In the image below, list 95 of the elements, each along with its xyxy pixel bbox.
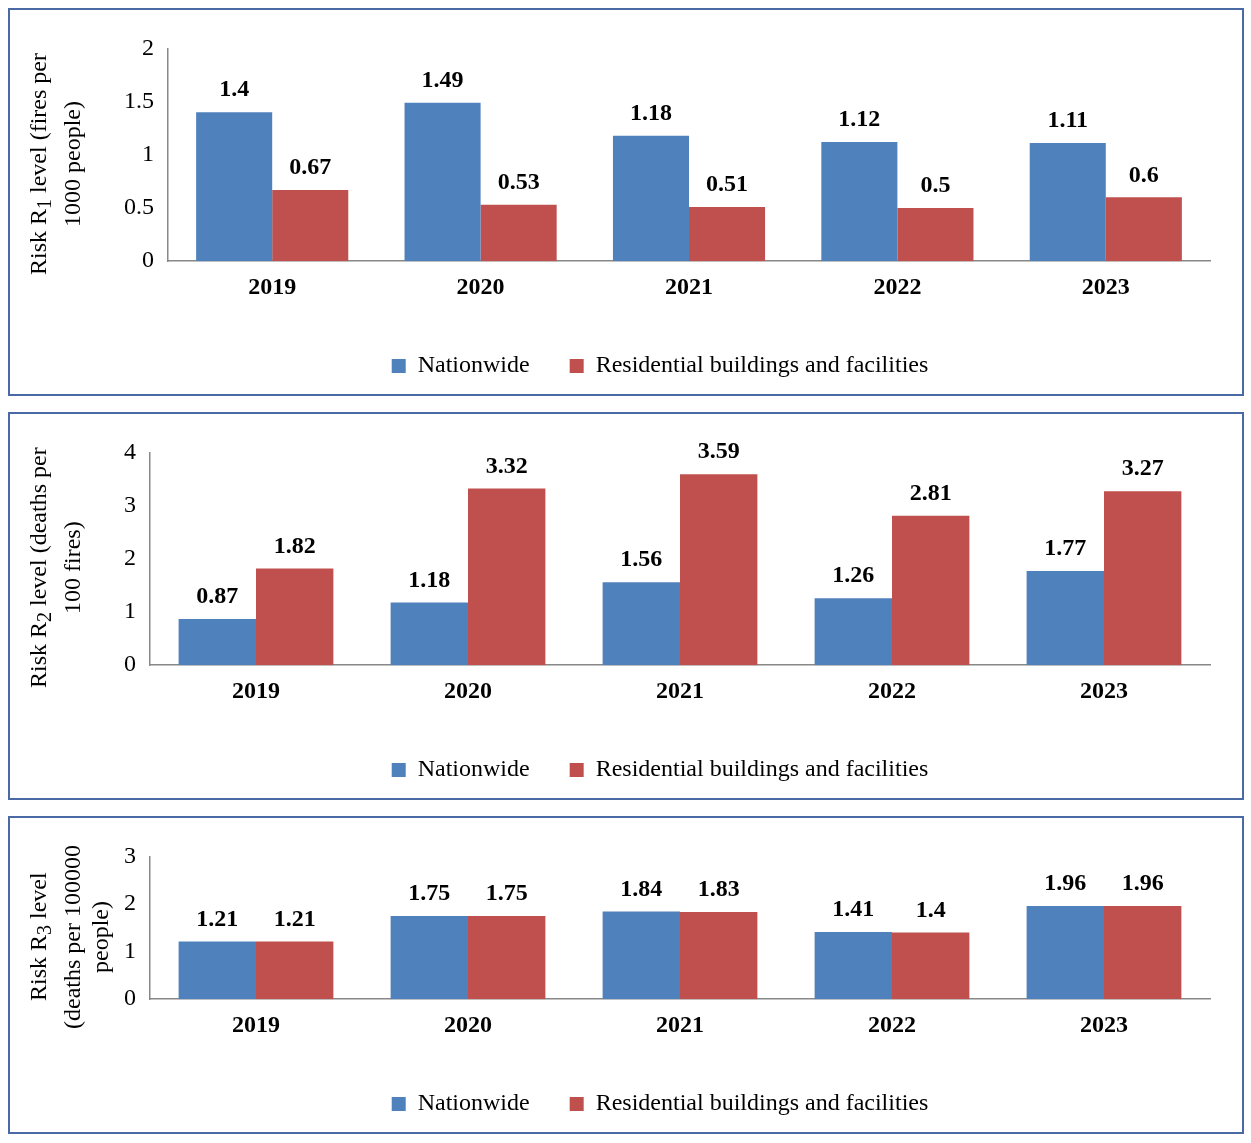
- data-label: 1.96: [1121, 869, 1164, 896]
- data-label: 1.11: [1047, 106, 1089, 133]
- legend-label: Nationwide: [417, 351, 530, 378]
- x-tick-label: 2022: [868, 676, 916, 703]
- bar: [612, 135, 689, 262]
- data-label: 1.75: [408, 879, 451, 906]
- bar: [814, 932, 892, 1000]
- data-label: 1.77: [1044, 534, 1087, 561]
- bar: [1029, 143, 1106, 262]
- bar: [892, 515, 970, 666]
- data-label: 1.18: [408, 565, 451, 592]
- data-label: 1.26: [832, 561, 875, 588]
- bar: [272, 189, 349, 262]
- data-label: 1.4: [219, 75, 250, 102]
- data-label: 1.49: [421, 65, 464, 92]
- y-tick-label: 4: [124, 437, 136, 464]
- data-label: 1.84: [620, 874, 663, 901]
- data-label: 1.21: [196, 904, 239, 931]
- x-tick-label: 2023: [1081, 272, 1130, 299]
- y-tick-label: 2: [124, 544, 136, 571]
- data-label: 1.12: [838, 105, 881, 132]
- data-label: 0.6: [1128, 160, 1159, 187]
- data-label: 0.51: [706, 170, 749, 197]
- bar: [680, 474, 758, 666]
- data-label: 0.67: [289, 153, 332, 180]
- y-tick-label: 0.5: [124, 193, 154, 220]
- bar: [680, 912, 758, 1000]
- bar: [196, 112, 273, 262]
- bar: [897, 208, 974, 262]
- data-label: 1.82: [273, 531, 316, 558]
- y-tick-label: 1: [124, 597, 136, 624]
- bar: [480, 204, 557, 262]
- y-tick-label: 2: [142, 33, 154, 60]
- legend-label: Nationwide: [417, 755, 530, 782]
- y-tick-label: 0: [142, 246, 154, 273]
- x-tick-label: 2022: [873, 272, 922, 299]
- bar: [1105, 197, 1182, 262]
- data-label: 1.4: [915, 895, 946, 922]
- data-label: 1.21: [273, 904, 316, 931]
- x-tick-label: 2021: [656, 1010, 704, 1037]
- bar: [1104, 491, 1182, 666]
- data-label: 3.59: [697, 437, 740, 464]
- bar: [602, 911, 680, 1000]
- bar: [468, 915, 546, 1000]
- x-tick-label: 2022: [868, 1010, 916, 1037]
- data-label: 1.75: [485, 879, 528, 906]
- bar: [390, 915, 468, 1000]
- y-tick-label: 2: [124, 889, 136, 916]
- y-tick-label: 1.5: [124, 86, 154, 113]
- bar: [256, 568, 334, 666]
- x-tick-label: 2020: [444, 676, 492, 703]
- x-tick-label: 2023: [1080, 1010, 1128, 1037]
- bar: [602, 582, 680, 666]
- x-tick-label: 2023: [1080, 676, 1128, 703]
- y-tick-label: 3: [124, 490, 136, 517]
- legend-label: Residential buildings and facilities: [595, 1089, 929, 1116]
- x-tick-label: 2021: [656, 676, 704, 703]
- x-tick-label: 2019: [232, 1010, 280, 1037]
- bar: [468, 488, 546, 666]
- data-label: 1.83: [697, 875, 740, 902]
- data-label: 0.5: [920, 171, 951, 198]
- bar: [256, 941, 334, 1000]
- bar: [689, 206, 766, 262]
- bar: [1026, 905, 1104, 1000]
- bar: [404, 102, 481, 262]
- data-label: 0.53: [497, 168, 540, 195]
- x-tick-label: 2020: [444, 1010, 492, 1037]
- legend-label: Residential buildings and facilities: [595, 351, 929, 378]
- y-tick-label: 3: [124, 841, 136, 868]
- x-tick-label: 2020: [456, 272, 505, 299]
- y-tick-label: 0: [124, 984, 136, 1011]
- x-tick-label: 2019: [248, 272, 297, 299]
- y-tick-label: 1: [124, 936, 136, 963]
- bar: [821, 142, 898, 262]
- data-label: 1.41: [832, 895, 875, 922]
- legend-label: Residential buildings and facilities: [595, 755, 929, 782]
- x-tick-label: 2019: [232, 676, 280, 703]
- x-tick-label: 2021: [665, 272, 713, 299]
- data-label: 0.87: [196, 582, 239, 609]
- data-label: 3.32: [485, 451, 528, 478]
- bar: [1104, 905, 1182, 1000]
- bar: [178, 941, 256, 1000]
- data-label: 1.96: [1044, 869, 1087, 896]
- data-label: 3.27: [1121, 454, 1164, 481]
- data-label: 1.18: [629, 98, 672, 125]
- y-tick-label: 0: [124, 650, 136, 677]
- legend-label: Nationwide: [417, 1089, 530, 1116]
- data-label: 2.81: [909, 478, 952, 505]
- bar: [390, 602, 468, 666]
- bar: [1026, 571, 1104, 666]
- y-tick-label: 1: [142, 140, 154, 167]
- bar: [892, 932, 970, 1000]
- bar: [178, 618, 256, 666]
- data-label: 1.56: [620, 545, 663, 572]
- bar: [814, 598, 892, 666]
